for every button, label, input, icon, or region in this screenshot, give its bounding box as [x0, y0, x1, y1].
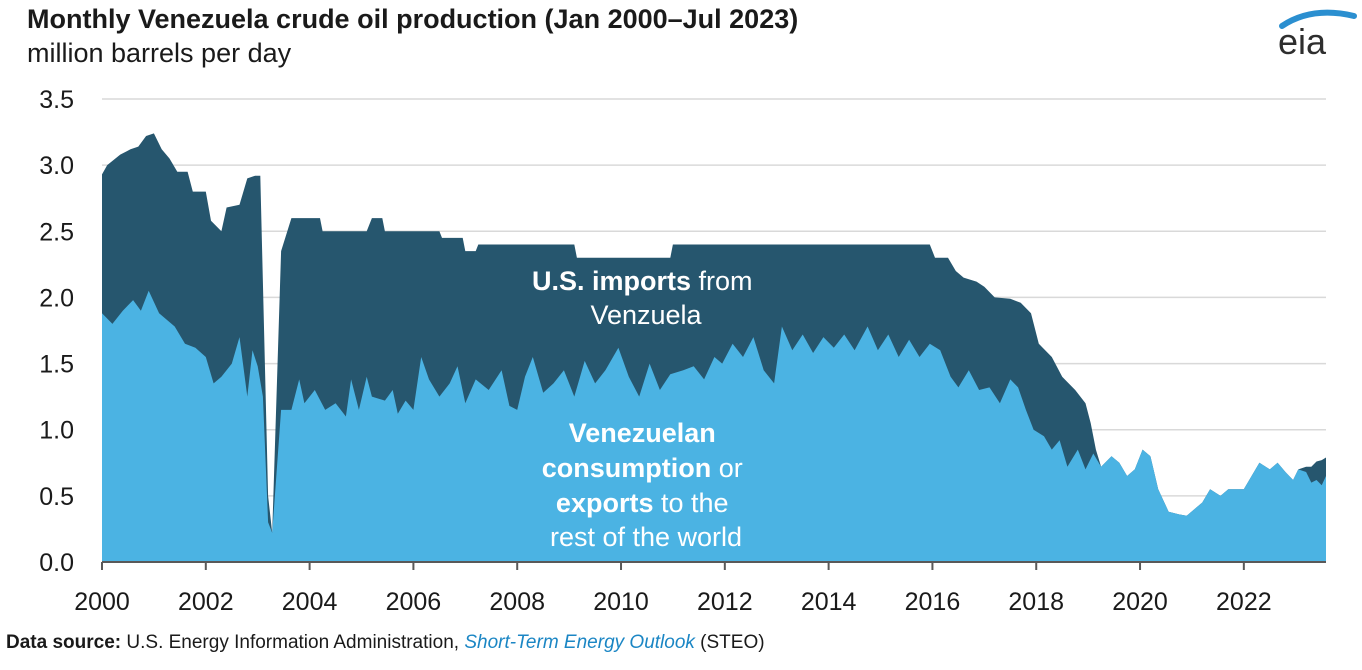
x-tick-label: 2008 [489, 588, 545, 616]
logo-text: eia [1278, 21, 1327, 62]
y-tick-label: 2.0 [39, 284, 74, 312]
annotation-us-imports-rest: from [699, 266, 753, 296]
annotation-other-line1: Venezuelan [569, 418, 716, 448]
footer-suffix: (STEO) [700, 632, 765, 653]
annotation-us-imports-line2: Venzuela [590, 300, 702, 330]
x-tick-label: 2002 [178, 588, 234, 616]
chart-area: 0.0 0.5 1.0 1.5 2.0 2.5 3.0 3.5 2000 2002 2004 2006… [39, 86, 1326, 616]
x-tick-label: 2012 [697, 588, 753, 616]
annotation-us-imports: U.S. imports from Venzuela [532, 266, 760, 330]
y-tick-label: 1.0 [39, 417, 74, 445]
x-tick-label: 2016 [905, 588, 961, 616]
y-tick-label: 3.0 [39, 152, 74, 180]
x-tick-label: 2006 [386, 588, 442, 616]
x-tick-label: 2000 [74, 588, 130, 616]
eia-logo: eia [1278, 9, 1357, 62]
chart-subtitle: million barrels per day [27, 38, 292, 68]
y-tick-label: 0.0 [39, 549, 74, 577]
annotation-other-line3-bold: exports [556, 488, 654, 518]
y-tick-label: 3.5 [39, 86, 74, 114]
annotation-other-line3-rest: to the [661, 488, 729, 518]
series-layer [102, 133, 1326, 562]
annotation-us-imports-bold: U.S. imports [532, 266, 691, 296]
x-tick-label: 2020 [1112, 588, 1168, 616]
logo-arc-icon [1279, 9, 1357, 29]
footer-source: Data source: U.S. Energy Information Adm… [6, 632, 765, 654]
series-area-other [102, 290, 1326, 562]
footer-link[interactable]: Short-Term Energy Outlook [464, 632, 695, 653]
x-tick-label: 2010 [593, 588, 649, 616]
annotation-other-line2-bold: consumption [542, 453, 712, 483]
x-tick-label: 2018 [1008, 588, 1064, 616]
annotation-other-line4: rest of the world [550, 522, 742, 552]
y-tick-label: 1.5 [39, 351, 74, 379]
y-tick-label: 2.5 [39, 218, 74, 246]
annotation-other: Venezuelan consumption or exports to the… [542, 418, 751, 552]
x-tick-label: 2014 [801, 588, 857, 616]
y-tick-label: 0.5 [39, 483, 74, 511]
x-tick-label: 2022 [1216, 588, 1272, 616]
chart-title: Monthly Venezuela crude oil production (… [27, 4, 799, 34]
x-tick-label: 2004 [282, 588, 338, 616]
annotation-other-line2-rest: or [719, 453, 743, 483]
axis-layer: 0.0 0.5 1.0 1.5 2.0 2.5 3.0 3.5 2000 2002 2004 2006… [39, 86, 1326, 616]
footer-label: Data source: [6, 632, 122, 653]
footer-text: U.S. Energy Information Administration, [126, 632, 460, 653]
